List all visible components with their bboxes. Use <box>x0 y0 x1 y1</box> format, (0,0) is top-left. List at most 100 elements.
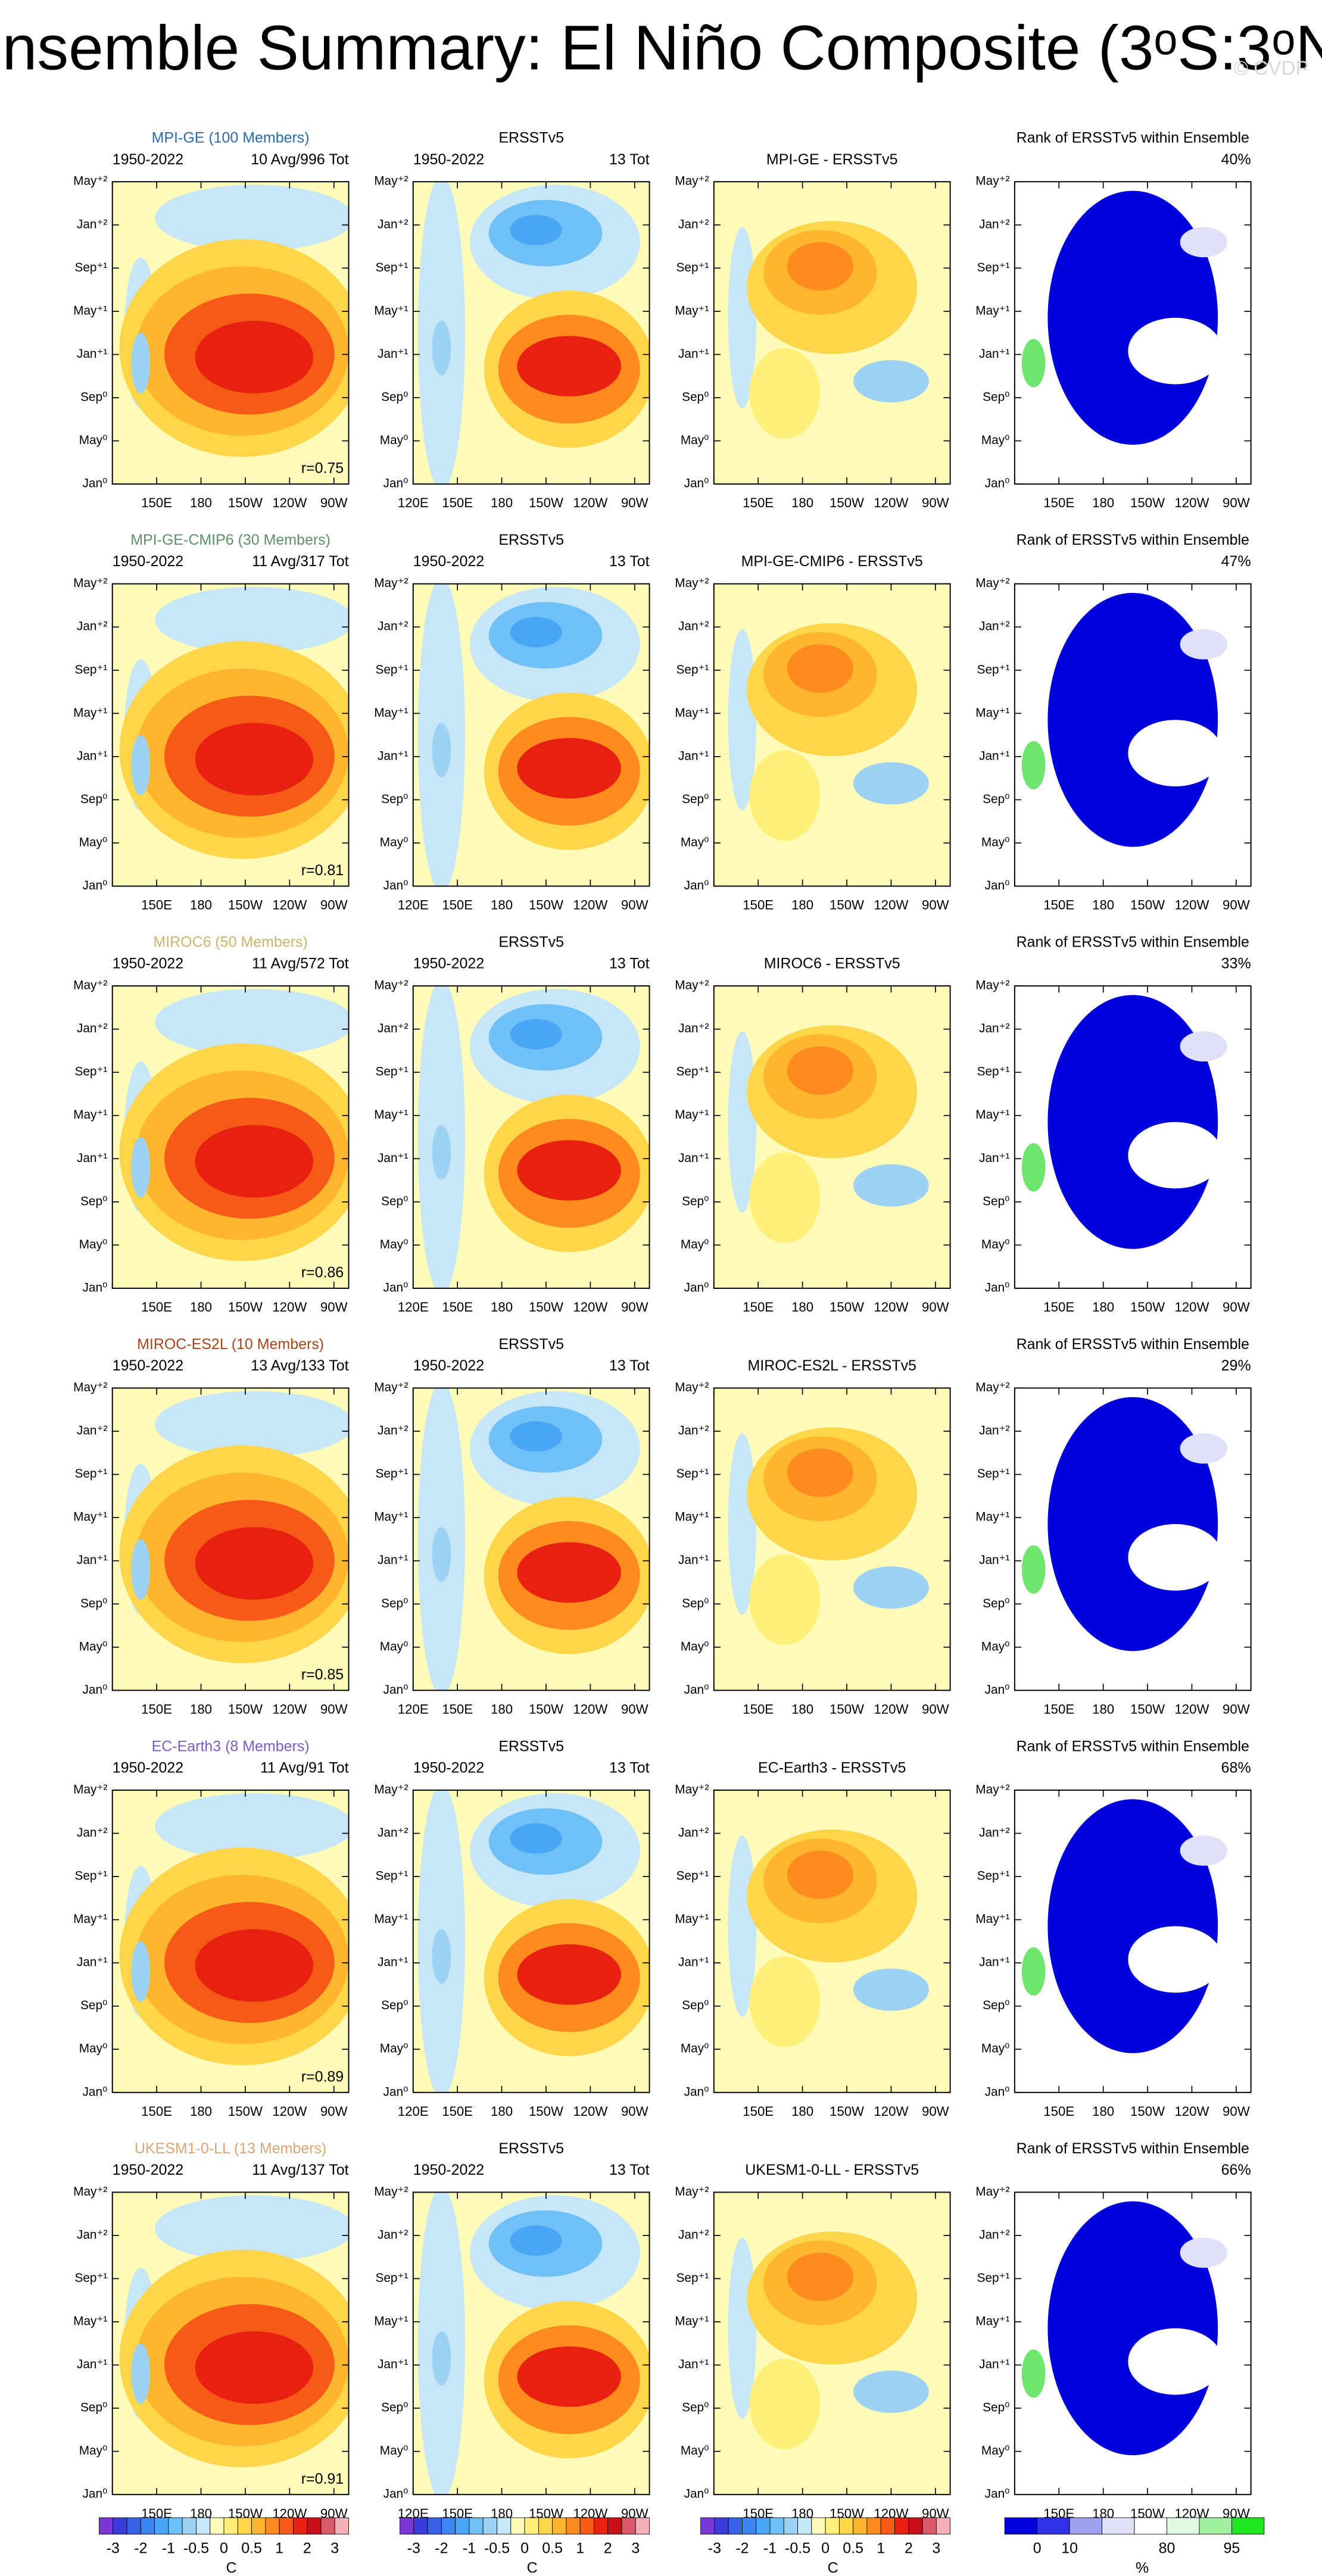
y-tick-label: May⁰ <box>981 1640 1010 1653</box>
colorbar-box <box>1102 2517 1135 2535</box>
colorbar-box <box>413 2517 428 2535</box>
x-tick-label: 150W <box>830 1702 864 1717</box>
y-tick-label: Jan⁺¹ <box>678 347 709 361</box>
y-tick-label: May⁺² <box>374 2185 408 2199</box>
panel: Jan⁰ May⁰ Sep⁰ Jan⁺¹ May⁺¹ Sep⁺¹ Jan⁺² May⁺² 150… <box>73 934 350 1314</box>
obs-count: 13 Tot <box>609 151 650 168</box>
field-contour <box>787 1850 853 1899</box>
y-tick-label: Jan⁺¹ <box>378 2358 409 2371</box>
y-tick-label: May⁺² <box>374 576 408 590</box>
x-tick-label: 120W <box>272 495 307 510</box>
field-contour <box>1021 1947 1046 1996</box>
colorbar-box <box>1004 2517 1038 2535</box>
x-tick-label: 150E <box>141 898 172 913</box>
field-contour <box>517 1542 621 1603</box>
colorbar-box <box>126 2517 141 2535</box>
x-tick-label: 120E <box>398 1702 429 1717</box>
field-contour <box>1128 1122 1223 1189</box>
colorbar-tick-label: 1 <box>877 2540 885 2556</box>
period: 1950-2022 <box>113 956 183 972</box>
obs-count: 13 Tot <box>609 1357 650 1374</box>
y-tick-label: Jan⁰ <box>985 477 1010 491</box>
y-tick-label: Jan⁺² <box>378 1826 409 1840</box>
y-tick-label: Sep⁺¹ <box>376 1065 409 1079</box>
rank-title: Rank of ERSSTv5 within Ensemble <box>1017 1738 1249 1754</box>
field <box>1014 1790 1251 2093</box>
panel-frame <box>1014 1387 1252 1691</box>
y-tick-label: Jan⁰ <box>985 879 1010 892</box>
colorbar-tick-label: 3 <box>631 2540 640 2556</box>
colorbar-box <box>769 2517 784 2535</box>
pattern-correlation: r=0.91 <box>301 2471 344 2487</box>
y-tick-label: Jan⁺¹ <box>77 1553 108 1567</box>
x-tick-label: 180 <box>1092 898 1114 913</box>
x-tick-label: 120W <box>1174 1300 1209 1314</box>
panel: Jan⁰May⁰Sep⁰Jan⁺¹May⁺¹Sep⁺¹Jan⁺²May⁺²120… <box>374 934 650 1314</box>
watermark: © CVDP <box>1234 57 1309 79</box>
field <box>112 1790 349 2093</box>
colorbar-box <box>797 2517 812 2535</box>
x-tick-label: 150W <box>1130 2104 1165 2119</box>
y-tick-label: May⁺¹ <box>975 2315 1009 2328</box>
panel-frame <box>1014 1789 1252 2093</box>
colorbar-tick-label: 3 <box>330 2540 339 2556</box>
field-contour <box>155 2195 349 2262</box>
colorbar-tick-label: -2 <box>134 2540 147 2556</box>
field-contour <box>749 2358 821 2450</box>
y-tick-label: Sep⁺¹ <box>977 1065 1010 1079</box>
x-tick-label: 150E <box>743 2104 774 2119</box>
colorbar-tick-label: 2 <box>905 2540 913 2556</box>
y-tick-label: May⁺² <box>73 1381 107 1394</box>
panel-frame <box>412 1789 650 2093</box>
colorbar-box <box>880 2517 895 2535</box>
panel: Jan⁰ May⁰ Sep⁰ Jan⁺¹ May⁺¹ Sep⁺¹ Jan⁺² May⁺² 150… <box>73 532 350 913</box>
x-tick-label: 150W <box>228 495 263 510</box>
x-tick-label: 150E <box>743 1702 774 1717</box>
y-tick-label: May⁰ <box>681 433 709 447</box>
y-tick-label: Jan⁰ <box>684 2085 709 2099</box>
colorbar-tick-label: 0.5 <box>241 2540 262 2556</box>
y-tick-label: Jan⁺² <box>77 1424 108 1438</box>
field-contour <box>510 2225 562 2256</box>
period: 1950-2022 <box>113 553 183 570</box>
y-tick-label: Jan⁺² <box>678 1022 709 1035</box>
colorbar-box <box>1167 2517 1200 2535</box>
y-tick-label: May⁰ <box>981 835 1010 849</box>
x-tick-label: 90W <box>922 2104 949 2119</box>
colorbar-box <box>838 2517 854 2535</box>
y-tick-label: Sep⁺¹ <box>977 261 1010 274</box>
y-tick-label: May⁺¹ <box>975 1510 1009 1524</box>
panel: Jan⁰ May⁰ Sep⁰ Jan⁺¹ May⁺¹ Sep⁺¹ Jan⁺² May⁺² 150… <box>73 1738 350 2119</box>
rank-percent: 29% <box>1221 1357 1251 1374</box>
y-tick-label: Sep⁰ <box>381 1999 408 2012</box>
y-tick-label: May⁺² <box>975 1782 1009 1796</box>
y-tick-label: May⁺² <box>975 1381 1009 1394</box>
colorbar-box <box>566 2517 581 2535</box>
colorbar-box <box>700 2517 715 2535</box>
field-contour <box>432 723 451 778</box>
panel-frame <box>412 583 650 887</box>
y-tick-label: Sep⁰ <box>682 1194 709 1208</box>
panel: Jan⁰May⁰Sep⁰Jan⁺¹May⁺¹Sep⁺¹Jan⁺²May⁺²120… <box>374 2140 650 2521</box>
field-contour <box>195 2331 314 2404</box>
y-tick-label: Jan⁰ <box>383 879 409 892</box>
y-tick-label: May⁰ <box>981 433 1010 447</box>
y-tick-label: May⁺² <box>975 576 1009 590</box>
y-tick-label: Jan⁰ <box>383 1683 409 1697</box>
y-tick-label: Jan⁰ <box>684 1683 709 1697</box>
colorbar-box <box>756 2517 771 2535</box>
field-contour <box>853 2370 929 2413</box>
field-contour <box>510 1421 562 1452</box>
field-contour <box>195 1929 314 2002</box>
member-count: 11 Avg/317 Tot <box>252 553 349 570</box>
x-tick-label: 120W <box>1174 2104 1209 2119</box>
x-tick-label: 90W <box>320 1702 348 1717</box>
x-tick-label: 120W <box>272 1702 307 1717</box>
panel-frame <box>1014 181 1252 485</box>
x-tick-label: 90W <box>1223 1300 1250 1314</box>
colorbar-box <box>552 2517 567 2535</box>
y-tick-label: Jan⁰ <box>83 2487 108 2501</box>
obs-title: ERSSTv5 <box>498 2140 564 2157</box>
field-contour <box>853 1566 929 1609</box>
y-tick-label: Jan⁺² <box>678 620 709 633</box>
